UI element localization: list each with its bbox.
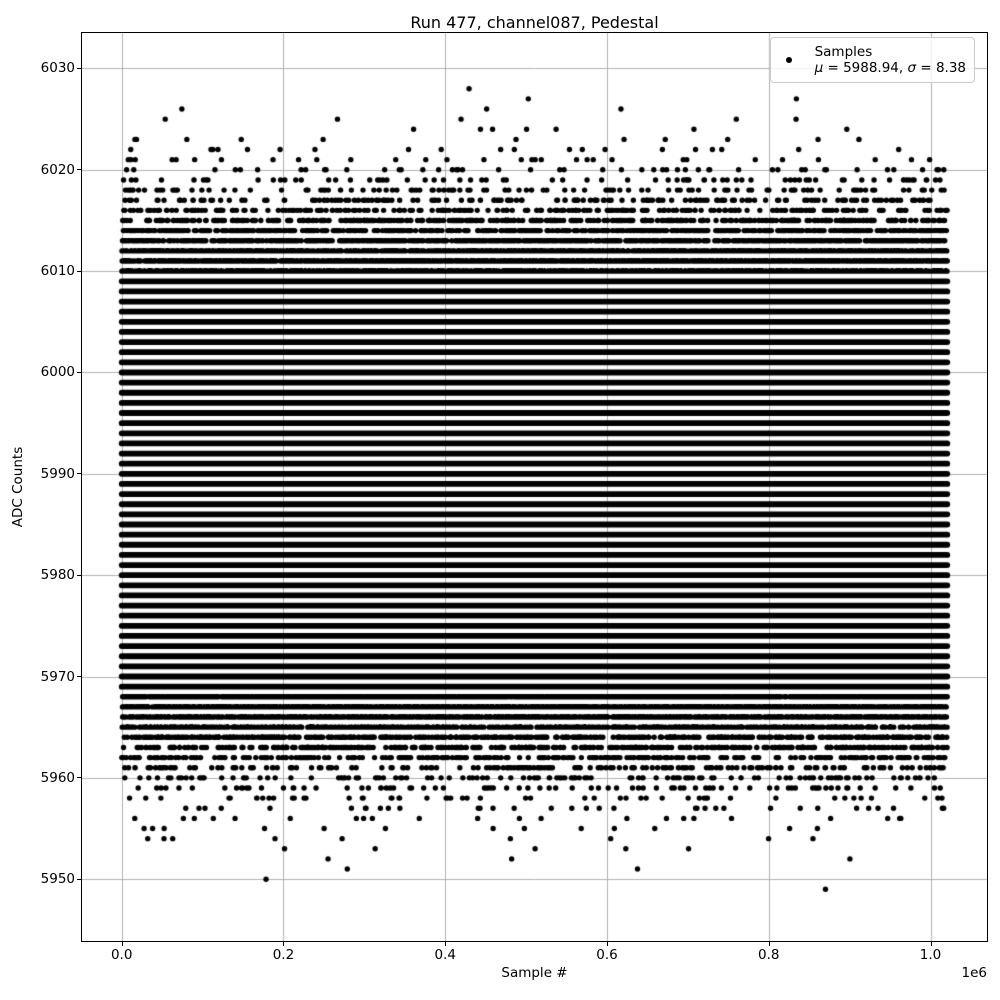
y-tick-mark	[77, 574, 81, 576]
x-tick-label: 0.0	[110, 947, 133, 963]
y-tick-mark	[77, 169, 81, 171]
y-tick-mark	[77, 371, 81, 373]
x-tick-mark	[607, 942, 608, 946]
y-tick-mark	[77, 473, 81, 475]
mu-value: = 5988.94,	[823, 60, 908, 76]
x-tick-mark	[283, 942, 285, 946]
chart-title: Run 477, channel087, Pedestal	[410, 13, 659, 32]
sigma-symbol: σ	[907, 60, 917, 76]
x-axis-label: Sample #	[501, 965, 568, 981]
legend-text: Samples μ = 5988.94, σ = 8.38	[815, 44, 970, 76]
x-tick-label: 0.8	[758, 947, 780, 963]
x-tick-mark	[930, 942, 932, 946]
y-tick-mark	[77, 878, 81, 880]
x-tick-mark	[445, 942, 447, 946]
legend-sample-marker-icon	[785, 57, 792, 63]
y-tick-mark	[77, 676, 81, 677]
x-tick-label: 1.0	[919, 947, 942, 963]
x-tick-label: 0.6	[596, 947, 618, 963]
mu-symbol: μ	[814, 60, 824, 76]
y-tick-label: 6020	[40, 161, 75, 178]
y-tick-label: 5990	[40, 465, 75, 482]
y-tick-label: 5980	[40, 567, 75, 584]
y-tick-label: 5960	[40, 769, 75, 786]
y-tick-label: 5970	[40, 668, 75, 685]
x-tick-mark	[768, 942, 770, 946]
y-tick-label: 6030	[40, 60, 75, 77]
y-axis-label: ADC Counts	[10, 446, 26, 528]
sigma-value: = 8.38	[916, 60, 966, 76]
y-tick-mark	[77, 67, 81, 69]
y-tick-mark	[77, 777, 81, 779]
x-tick-label: 0.2	[272, 947, 295, 963]
plot-area: Samples μ = 5988.94, σ = 8.38	[81, 32, 988, 942]
x-axis-offset-label: 1e6	[961, 965, 987, 981]
x-tick-label: 0.4	[434, 947, 456, 963]
legend-stats-label: μ = 5988.94, σ = 8.38	[815, 60, 966, 76]
x-tick-mark	[121, 942, 123, 946]
scatter-canvas	[82, 33, 987, 941]
y-tick-label: 5950	[40, 871, 75, 888]
y-tick-mark	[77, 270, 81, 272]
legend-series-label: Samples	[814, 44, 873, 60]
y-tick-label: 6000	[40, 364, 75, 381]
legend: Samples μ = 5988.94, σ = 8.38	[769, 37, 975, 83]
y-tick-label: 6010	[40, 263, 75, 280]
